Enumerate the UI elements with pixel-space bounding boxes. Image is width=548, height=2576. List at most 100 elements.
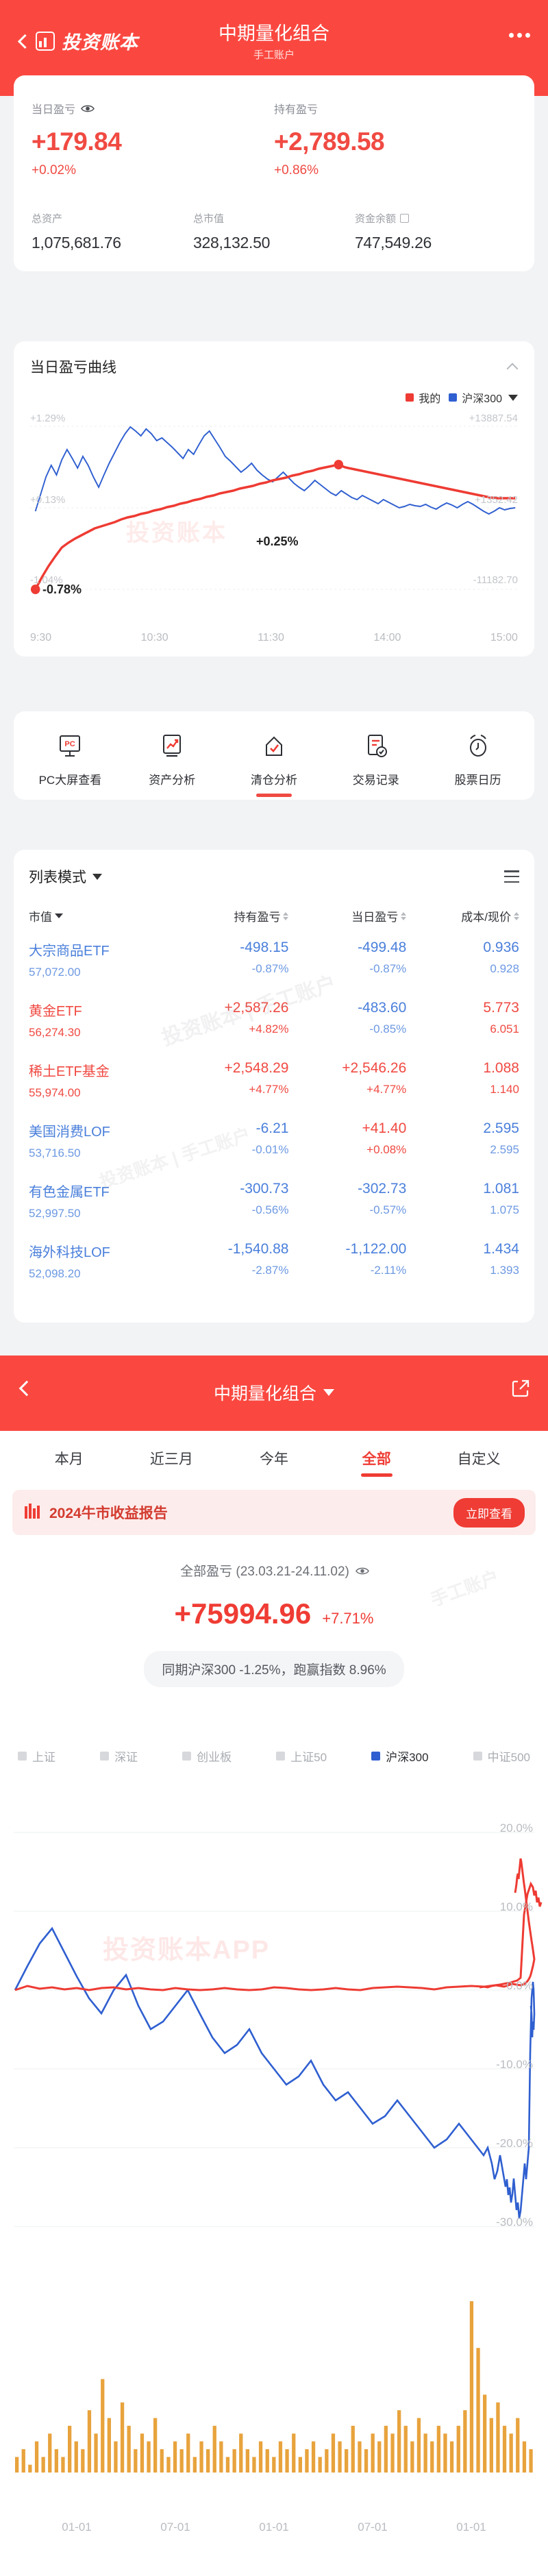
- peak-annotation: +0.25%: [256, 535, 299, 548]
- table-row[interactable]: 大宗商品ETF 57,072.00 -498.15 -0.87% -499.48 -0.8…: [29, 929, 519, 989]
- chevron-up-icon[interactable]: [507, 361, 518, 372]
- holding-market-value: 52,098.20: [29, 1267, 81, 1280]
- cell-holding-pl: -498.15 -0.87%: [166, 940, 288, 979]
- index-label-sse: 上证: [32, 1751, 55, 1764]
- table-row[interactable]: 海外科技LOF 52,098.20 -1,540.88 -2.87% -1,122.00…: [29, 1230, 519, 1290]
- report-banner[interactable]: 2024牛市收益报告 立即查看: [12, 1490, 536, 1535]
- more-dots-icon[interactable]: [509, 33, 530, 38]
- holding-name: 有色金属ETF: [29, 1185, 110, 1200]
- daily-pl-percent: -0.87%: [369, 962, 407, 975]
- tab-custom[interactable]: 自定义: [427, 1436, 530, 1481]
- sort-arrows-icon[interactable]: [401, 911, 407, 920]
- x-tick-2: 11:30: [258, 632, 284, 643]
- y-tick-m20: -20.0%: [496, 2137, 533, 2150]
- y-tick-10: 10.0%: [499, 1900, 533, 1913]
- tab-asset-analysis[interactable]: 资产分析: [121, 732, 223, 787]
- market-value-label: 总市值: [192, 213, 224, 225]
- daily-pl-amount: +41.40: [362, 1120, 407, 1136]
- list-mode-selector[interactable]: 列表模式: [29, 866, 102, 887]
- current-price-value: 1.393: [490, 1264, 519, 1277]
- column-header-market-value[interactable]: 市值: [29, 907, 166, 924]
- sort-arrows-icon[interactable]: [283, 911, 289, 920]
- report-view-button[interactable]: 立即查看: [453, 1497, 525, 1528]
- x2-tick-4: 01-01: [456, 2520, 486, 2534]
- y-right-tick-bot: -11182.70: [473, 574, 518, 586]
- cash-balance-label-group: 资金余额: [355, 211, 516, 225]
- sort-desc-icon[interactable]: [55, 913, 63, 918]
- index-option-chinext[interactable]: 创业板: [182, 1747, 232, 1765]
- table-row[interactable]: 有色金属ETF 52,997.50 -300.73 -0.56% -302.73 -0.5…: [29, 1170, 519, 1230]
- page-title-2-group[interactable]: 中期量化组合: [0, 1380, 548, 1405]
- intraday-x-axis: 9:30 10:30 11:30 14:00 15:00: [30, 629, 518, 644]
- holding-pl-amount: -6.21: [256, 1120, 289, 1136]
- holding-market-value: 55,974.00: [29, 1086, 81, 1099]
- cost-value: 1.081: [483, 1181, 519, 1197]
- column-header-cost-price[interactable]: 成本/现价: [406, 907, 519, 924]
- eye-icon[interactable]: [81, 104, 95, 112]
- list-lines-icon[interactable]: [504, 870, 519, 883]
- tab-three-months[interactable]: 近三月: [121, 1436, 223, 1481]
- chart-legend[interactable]: 我的 沪深300: [30, 389, 518, 406]
- column-header-holding-pl[interactable]: 持有盈亏: [166, 907, 289, 924]
- holding-pl-percent: -0.56%: [251, 1203, 289, 1216]
- chevron-down-icon[interactable]: [92, 873, 102, 880]
- index-option-hs300[interactable]: 沪深300: [371, 1747, 429, 1765]
- chevron-down-icon[interactable]: [508, 394, 518, 401]
- big-chart-watermark: 投资账本APP: [103, 1936, 271, 1965]
- table-row[interactable]: 稀土ETF基金 55,974.00 +2,548.29 +4.77% +2,546.26…: [29, 1049, 519, 1109]
- cell-cost-price: 0.936 0.928: [406, 940, 519, 979]
- all-period-x-axis: 01-01 07-01 01-01 07-01 01-01: [0, 2520, 548, 2534]
- app-logo-icon: [36, 31, 55, 51]
- cell-holding-pl: -300.73 -0.56%: [166, 1181, 288, 1220]
- cost-value: 0.936: [483, 940, 519, 955]
- y-left-tick-top: +1.29%: [30, 413, 66, 424]
- cell-name: 海外科技LOF 52,098.20: [29, 1241, 166, 1281]
- index-option-csi500[interactable]: 中证500: [473, 1747, 530, 1765]
- cell-daily-pl: -302.73 -0.57%: [288, 1181, 406, 1220]
- all-period-plot: 投资账本APP 20.0% 10.0% 0.0% -10.0% -20.0% -…: [0, 1784, 548, 2264]
- table-row[interactable]: 美国消费LOF 53,716.50 -6.21 -0.01% +41.40 +0.08% 2…: [29, 1109, 519, 1170]
- holding-pl-block: 持有盈亏 +2,789.58 +0.86%: [274, 100, 516, 178]
- edit-square-icon[interactable]: [399, 214, 409, 223]
- tab-liquidation-analysis[interactable]: 清仓分析: [223, 732, 325, 797]
- daily-pl-amount: -302.73: [358, 1181, 407, 1197]
- cash-balance-block[interactable]: 资金余额 747,549.26: [355, 211, 516, 252]
- summary-card: 当日盈亏 +179.84 +0.02% 持有盈亏 +2,789.58 +0.86…: [14, 75, 534, 271]
- tab-label-asset-analysis: 资产分析: [149, 774, 196, 787]
- feature-tabs-card: PC PC大屏查看 资产分析 清仓分析 交: [14, 711, 534, 800]
- holding-pl-amount: -300.73: [240, 1181, 289, 1197]
- x2-tick-1: 07-01: [160, 2520, 190, 2534]
- cell-holding-pl: +2,548.29 +4.77%: [166, 1060, 288, 1100]
- tab-label-this-year: 今年: [259, 1451, 288, 1467]
- current-price-value: 1.140: [490, 1083, 519, 1096]
- index-option-sse50[interactable]: 上证50: [276, 1747, 327, 1765]
- cost-value: 2.595: [483, 1120, 519, 1136]
- nav-left-group[interactable]: 投资账本: [16, 27, 138, 54]
- eye-icon[interactable]: [355, 1567, 369, 1575]
- tab-this-year[interactable]: 今年: [223, 1436, 325, 1481]
- tab-this-month[interactable]: 本月: [18, 1436, 121, 1481]
- daily-pl-percent: -2.11%: [370, 1264, 407, 1277]
- index-option-sse[interactable]: 上证: [18, 1747, 55, 1765]
- index-option-szse[interactable]: 深证: [100, 1747, 138, 1765]
- column-header-daily-pl[interactable]: 当日盈亏: [288, 907, 407, 924]
- tab-trade-records[interactable]: 交易记录: [325, 732, 427, 787]
- legend-item-hs300[interactable]: 沪深300: [449, 389, 518, 406]
- table-row[interactable]: 黄金ETF 56,274.30 +2,587.26 +4.82% -483.60 -0.8…: [29, 989, 519, 1049]
- total-profit-percent: +7.71%: [322, 1610, 374, 1627]
- current-price-value: 6.051: [490, 1022, 519, 1035]
- holding-name: 黄金ETF: [29, 1004, 82, 1019]
- tab-stock-calendar[interactable]: 股票日历: [427, 732, 529, 787]
- cell-cost-price: 5.773 6.051: [406, 1000, 519, 1040]
- chevron-down-icon[interactable]: [323, 1389, 334, 1396]
- current-price-value: 2.595: [490, 1143, 519, 1156]
- tab-all[interactable]: 全部: [325, 1436, 428, 1481]
- y-right-tick-top: +13887.54: [469, 413, 518, 424]
- total-profit-values: +75994.96 +7.71%: [0, 1597, 548, 1630]
- y-left-tick-bot: -1.04%: [30, 574, 63, 586]
- share-export-icon[interactable]: [511, 1379, 530, 1398]
- tab-pc-view[interactable]: PC PC大屏查看: [19, 732, 121, 787]
- holding-pl-amount: +2,587.26: [224, 1000, 289, 1016]
- back-chevron-icon[interactable]: [16, 35, 29, 47]
- sort-arrows-icon[interactable]: [513, 911, 519, 920]
